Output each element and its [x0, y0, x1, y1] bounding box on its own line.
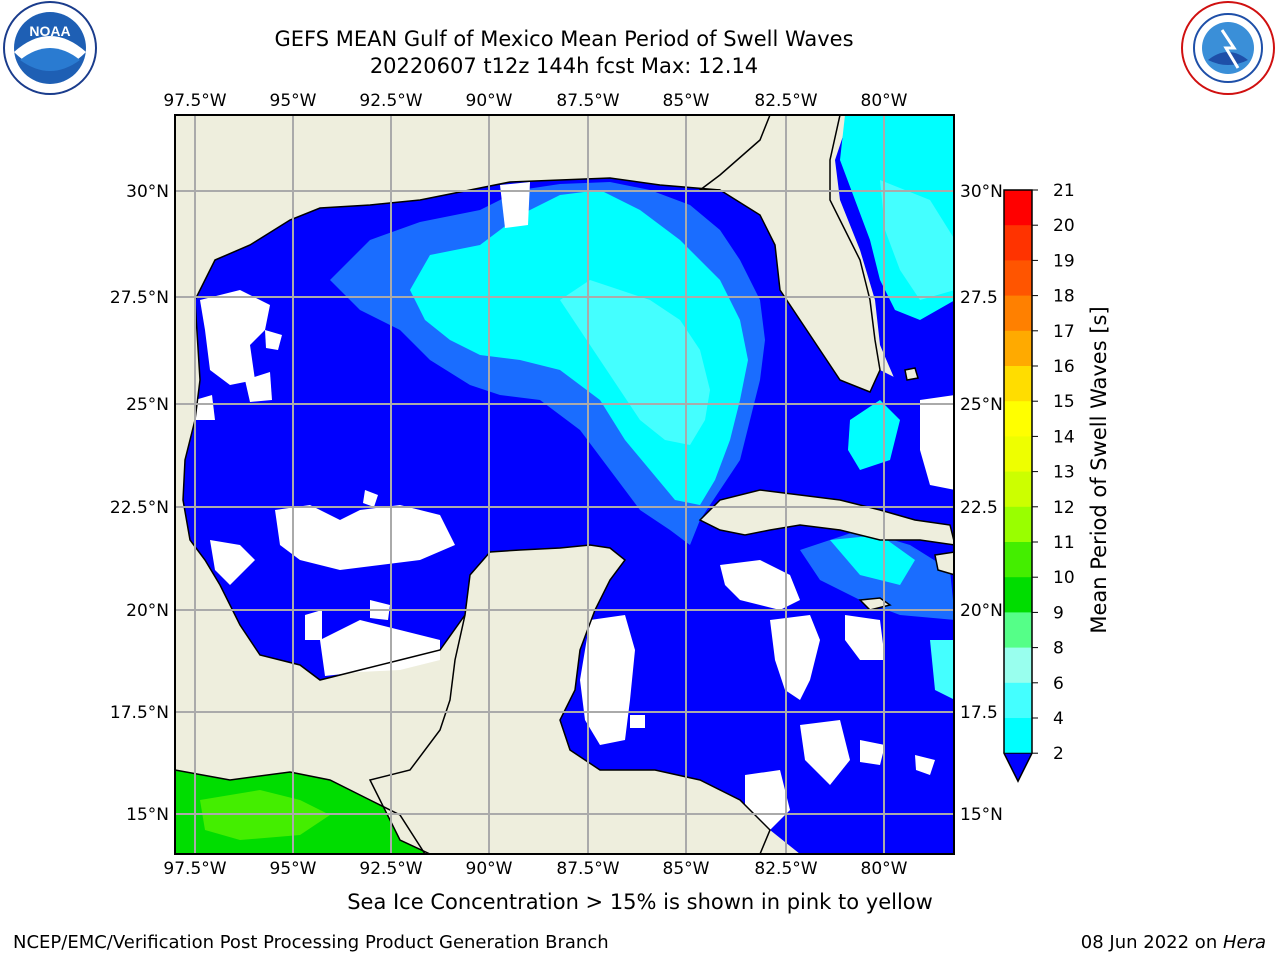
colorbar-extend-arrow — [1003, 752, 1033, 783]
colorbar-segment — [1004, 330, 1032, 367]
lat-label: 30°N — [960, 182, 1003, 202]
lat-label: 30°N — [126, 182, 169, 202]
colorbar-tick-label: 15 — [1053, 392, 1075, 412]
lon-label: 97.5°W — [163, 91, 226, 111]
lon-label: 87.5°W — [556, 859, 619, 879]
colorbar-tick-label: 6 — [1053, 674, 1064, 694]
mexico-gulf-coast — [182, 299, 466, 681]
lat-labels-right: 30°N 27.5 25°N 22.5 20°N 17.5 15°N — [960, 182, 1003, 825]
no-data-patches — [195, 182, 954, 830]
colorbar-outline — [1003, 189, 1033, 783]
colorbar-segment — [1004, 718, 1032, 754]
lon-label: 87.5°W — [556, 91, 619, 111]
lon-labels-top: 97.5°W 95°W 92.5°W 90°W 87.5°W 85°W 82.5… — [163, 91, 907, 111]
lon-label: 97.5°W — [163, 859, 226, 879]
lon-labels-bottom: 97.5°W 95°W 92.5°W 90°W 87.5°W 85°W 82.5… — [163, 859, 907, 879]
colorbar-tick-label: 2 — [1053, 744, 1064, 764]
colorbar-tick-label: 16 — [1053, 357, 1075, 377]
lon-label: 82.5°W — [754, 91, 817, 111]
footer-machine: Hera — [1222, 932, 1266, 953]
map-frame — [174, 114, 955, 855]
colorbar-tick-label: 19 — [1053, 251, 1075, 271]
colorbar-tick-label: 10 — [1053, 568, 1075, 588]
colorbar-tick-label: 4 — [1053, 709, 1064, 729]
colorbar-segment — [1004, 260, 1032, 297]
colorbar-segment — [1004, 366, 1032, 402]
carib-swell-4-6s — [830, 535, 915, 585]
lon-label: 85°W — [663, 91, 710, 111]
noaa-logo-text: NOAA — [29, 23, 70, 39]
colorbar-segment — [1004, 577, 1032, 613]
lat-label: 15°N — [960, 805, 1003, 825]
chart-title: GEFS MEAN Gulf of Mexico Mean Period of … — [274, 27, 854, 51]
lon-label: 95°W — [270, 91, 317, 111]
colorbar-tick-label: 9 — [1053, 603, 1064, 623]
lon-label: 80°W — [861, 859, 908, 879]
colorbar-segment — [1004, 295, 1032, 332]
lon-label: 92.5°W — [359, 859, 422, 879]
lat-label: 20°N — [960, 601, 1003, 621]
colorbar-tick-label: 11 — [1053, 533, 1075, 553]
chart-subtitle: 20220607 t12z 144h fcst Max: 12.14 — [369, 54, 759, 78]
colorbar-segment — [1004, 682, 1032, 719]
gridlines — [175, 115, 954, 854]
colorbar-tick-label: 14 — [1053, 427, 1075, 447]
lat-label: 22.5°N — [110, 498, 169, 518]
atlantic-swell-light — [880, 180, 954, 300]
colorbar-segment — [1004, 506, 1032, 543]
us-gulf-coast — [194, 177, 721, 301]
colorbar-segment — [1004, 612, 1032, 649]
lat-label: 20°N — [126, 601, 169, 621]
colorbar-label: Mean Period of Swell Waves [s] — [1087, 306, 1111, 633]
colorbar-segment — [1004, 542, 1032, 578]
sea-ice-note: Sea Ice Concentration > 15% is shown in … — [347, 890, 933, 914]
colorbar-tick-label: 20 — [1053, 216, 1075, 236]
lon-label: 90°W — [466, 859, 513, 879]
colorbar-tick-label: 17 — [1053, 322, 1075, 342]
lat-label: 27.5 — [960, 288, 998, 308]
colorbar-segment — [1004, 190, 1032, 226]
colorbar-segment — [1004, 436, 1032, 473]
colorbar-tick-label: 13 — [1053, 463, 1075, 483]
colorbar-tick-label: 8 — [1053, 639, 1064, 659]
lat-labels-left: 30°N 27.5°N 25°N 22.5°N 20°N 17.5°N 15°N — [110, 182, 169, 825]
lon-label: 92.5°W — [359, 91, 422, 111]
colorbar-segment — [1004, 647, 1032, 684]
coastlines — [368, 115, 954, 854]
lon-label: 80°W — [861, 91, 908, 111]
lat-label: 27.5°N — [110, 288, 169, 308]
colorbar-segment — [1004, 471, 1032, 508]
footer-date-text: 08 Jun 2022 on — [1080, 932, 1223, 953]
lon-label: 85°W — [663, 859, 710, 879]
map-plot-area — [175, 115, 954, 854]
nws-logo — [1181, 1, 1275, 95]
colorbar-tick-label: 21 — [1053, 181, 1075, 201]
lat-label: 25°N — [960, 395, 1003, 415]
carib-swell-6-8s — [930, 640, 954, 700]
lat-label: 17.5°N — [110, 703, 169, 723]
colorbar-segment — [1004, 225, 1032, 261]
lon-label: 90°W — [466, 91, 513, 111]
bahamas-swell — [848, 400, 900, 470]
lat-label: 17.5 — [960, 703, 998, 723]
colorbar-tick-label: 12 — [1053, 498, 1075, 518]
colorbar: 21 20 19 18 17 16 15 14 13 12 11 10 9 8 6 4 2 — [1003, 181, 1075, 783]
footer-credit: NCEP/EMC/Verification Post Processing Pr… — [13, 932, 609, 953]
lat-label: 15°N — [126, 805, 169, 825]
noaa-logo: NOAA — [3, 1, 97, 95]
lat-label: 25°N — [126, 395, 169, 415]
footer-date: 08 Jun 2022 on Hera — [1081, 932, 1266, 953]
lon-label: 82.5°W — [754, 859, 817, 879]
lon-label: 95°W — [270, 859, 317, 879]
colorbar-tick-label: 18 — [1053, 287, 1075, 307]
colorbar-segment — [1004, 401, 1032, 437]
lat-label: 22.5 — [960, 498, 998, 518]
